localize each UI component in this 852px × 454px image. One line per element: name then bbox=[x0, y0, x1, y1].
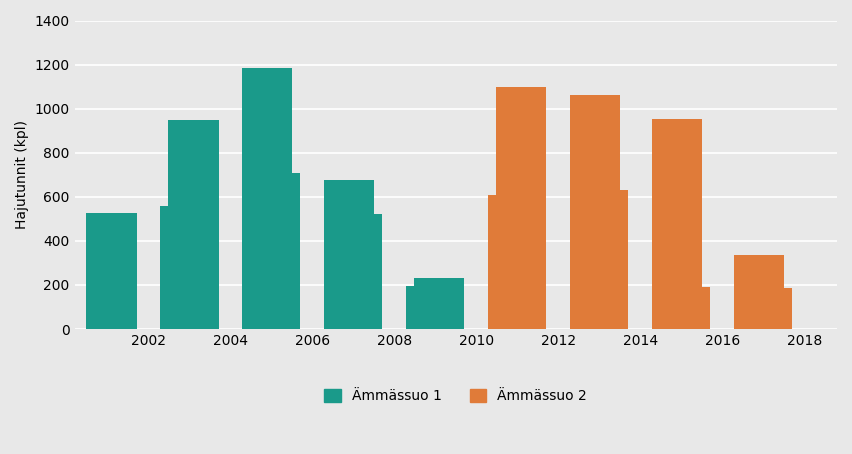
Bar bbox=[406, 286, 457, 329]
Bar bbox=[734, 317, 784, 329]
Bar bbox=[414, 278, 464, 329]
Bar bbox=[86, 213, 136, 329]
Bar bbox=[332, 214, 383, 329]
Bar bbox=[242, 68, 292, 329]
Bar bbox=[488, 296, 538, 329]
Bar bbox=[742, 288, 792, 329]
Bar bbox=[570, 95, 620, 329]
Bar bbox=[496, 87, 546, 329]
Bar bbox=[579, 281, 629, 329]
Bar bbox=[250, 173, 301, 329]
Legend: Ämmässuo 1, Ämmässuo 2: Ämmässuo 1, Ämmässuo 2 bbox=[317, 382, 594, 410]
Bar bbox=[742, 321, 792, 329]
Bar bbox=[660, 287, 711, 329]
Bar bbox=[660, 321, 711, 329]
Bar bbox=[496, 263, 546, 329]
Bar bbox=[169, 120, 218, 329]
Bar bbox=[570, 228, 620, 329]
Bar bbox=[652, 118, 702, 329]
Bar bbox=[160, 206, 210, 329]
Bar bbox=[579, 190, 629, 329]
Y-axis label: Hajutunnit (kpl): Hajutunnit (kpl) bbox=[15, 120, 29, 229]
Bar bbox=[488, 195, 538, 329]
Bar bbox=[652, 311, 702, 329]
Bar bbox=[324, 180, 374, 329]
Bar bbox=[734, 255, 784, 329]
